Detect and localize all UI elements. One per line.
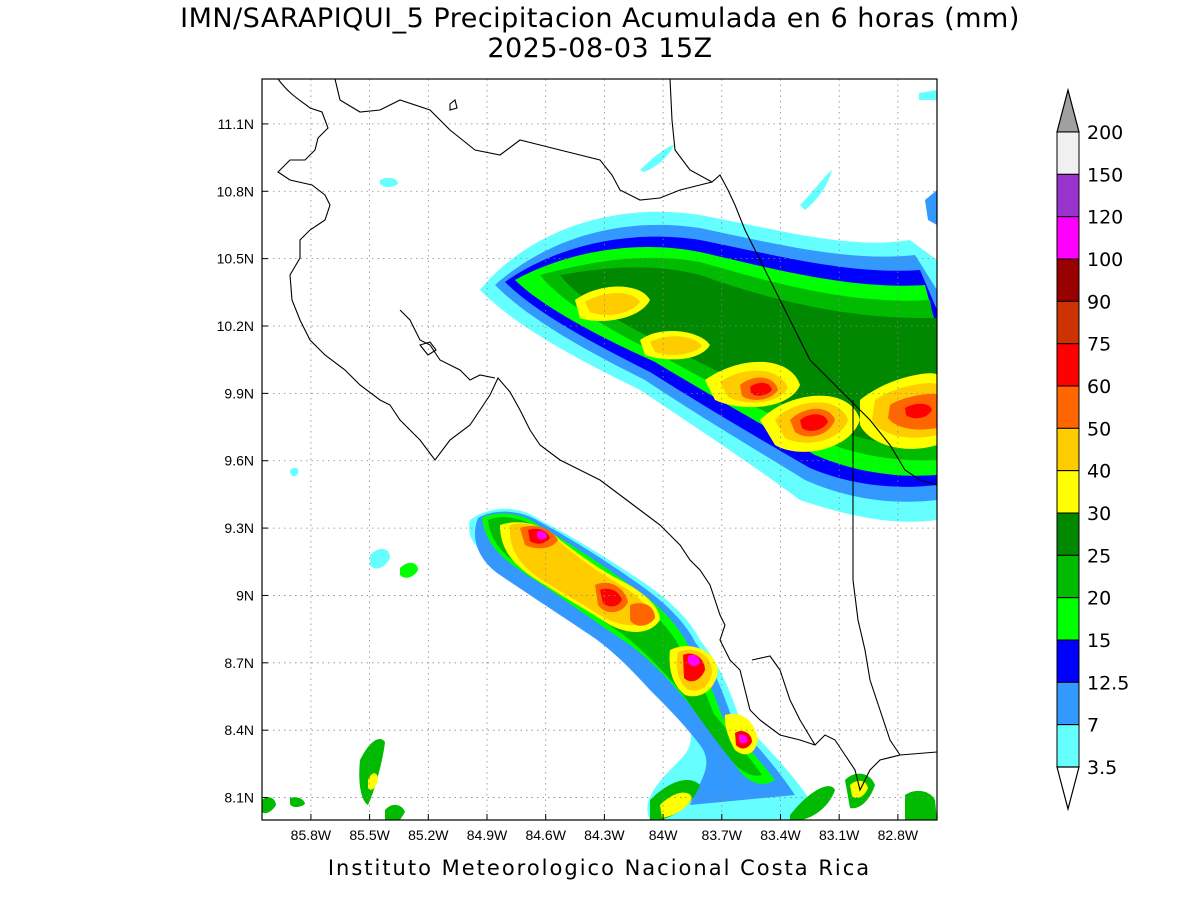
coastline bbox=[277, 79, 937, 792]
lat-tick-label: 8.1N bbox=[224, 790, 254, 806]
colorbar-swatch bbox=[1056, 681, 1080, 726]
colorbar-top-arrow bbox=[1056, 87, 1080, 133]
lon-tick-label: 83.1W bbox=[819, 827, 860, 843]
colorbar-label: 15 bbox=[1087, 630, 1111, 652]
lat-tick-label: 9N bbox=[236, 587, 254, 603]
lon-tick-label: 84.9W bbox=[467, 827, 508, 843]
colorbar-swatch bbox=[1056, 173, 1080, 218]
graticule bbox=[262, 79, 937, 820]
map-title: IMN/SARAPIQUI_5 Precipitacion Acumulada … bbox=[180, 3, 1020, 34]
precip-band-south bbox=[262, 177, 937, 820]
colorbar-swatch bbox=[1056, 554, 1080, 599]
colorbar-label: 50 bbox=[1087, 418, 1111, 440]
colorbar-label: 75 bbox=[1087, 334, 1111, 356]
colorbar: 200 150 120 100 90 75 60 50 40 30 25 20 15 12.5 7 3.5 bbox=[1056, 87, 1129, 812]
precipitation-field bbox=[262, 90, 937, 820]
colorbar-swatch bbox=[1056, 597, 1080, 641]
colorbar-label: 60 bbox=[1087, 376, 1111, 398]
lon-tick-label: 85.8W bbox=[291, 827, 332, 843]
colorbar-swatch bbox=[1056, 343, 1080, 387]
lat-tick-label: 9.6N bbox=[224, 453, 254, 469]
colorbar-swatch bbox=[1056, 300, 1080, 345]
longitude-axis: 85.8W 85.5W 85.2W 84.9W 84.6W 84.3W 84W 83.7W 83… bbox=[291, 814, 919, 843]
map-subtitle: 2025-08-03 15Z bbox=[487, 33, 713, 64]
lon-tick-label: 84.6W bbox=[525, 827, 566, 843]
colorbar-label: 90 bbox=[1087, 291, 1111, 313]
lon-tick-label: 85.5W bbox=[349, 827, 390, 843]
lat-tick-label: 11.1N bbox=[218, 116, 254, 132]
lon-tick-label: 84W bbox=[649, 827, 679, 843]
colorbar-label: 7 bbox=[1087, 715, 1099, 737]
colorbar-swatch bbox=[1056, 512, 1080, 556]
colorbar-label: 40 bbox=[1087, 461, 1111, 483]
footer-credit: Instituto Meteorologico Nacional Costa R… bbox=[327, 856, 872, 880]
colorbar-label: 30 bbox=[1087, 503, 1111, 525]
lat-tick-label: 10.8N bbox=[217, 183, 254, 199]
colorbar-swatch bbox=[1056, 427, 1080, 472]
lon-tick-label: 84.3W bbox=[584, 827, 625, 843]
colorbar-swatch bbox=[1056, 131, 1080, 175]
colorbar-bottom-arrow bbox=[1056, 766, 1080, 812]
lat-tick-label: 10.5N bbox=[217, 251, 254, 267]
colorbar-swatch bbox=[1056, 258, 1080, 302]
colorbar-label: 200 bbox=[1087, 122, 1123, 144]
lat-tick-label: 8.7N bbox=[224, 655, 254, 671]
latitude-axis: 11.1N 10.8N 10.5N 10.2N 9.9N 9.6N 9.3N 9N 8.7N 8.… bbox=[217, 116, 268, 806]
lat-tick-label: 10.2N bbox=[217, 318, 254, 334]
colorbar-swatch bbox=[1056, 216, 1080, 260]
colorbar-label: 25 bbox=[1087, 545, 1111, 567]
colorbar-label: 150 bbox=[1087, 164, 1123, 186]
plot-frame bbox=[261, 78, 938, 821]
lon-tick-label: 82.8W bbox=[878, 827, 919, 843]
colorbar-label: 20 bbox=[1087, 588, 1111, 610]
lat-tick-label: 9.9N bbox=[224, 385, 254, 401]
colorbar-swatch bbox=[1056, 385, 1080, 429]
colorbar-label: 12.5 bbox=[1087, 672, 1129, 694]
colorbar-label: 100 bbox=[1087, 249, 1123, 271]
colorbar-swatch bbox=[1056, 639, 1080, 683]
lon-tick-label: 83.4W bbox=[760, 827, 801, 843]
colorbar-swatch bbox=[1056, 470, 1080, 514]
lon-tick-label: 85.2W bbox=[408, 827, 449, 843]
lat-tick-label: 8.4N bbox=[224, 722, 254, 738]
lat-tick-label: 9.3N bbox=[224, 520, 254, 536]
precip-band-north bbox=[480, 90, 937, 522]
colorbar-label: 120 bbox=[1087, 207, 1123, 229]
colorbar-swatch bbox=[1056, 724, 1080, 768]
lon-tick-label: 83.7W bbox=[702, 827, 743, 843]
colorbar-label: 3.5 bbox=[1087, 757, 1117, 779]
